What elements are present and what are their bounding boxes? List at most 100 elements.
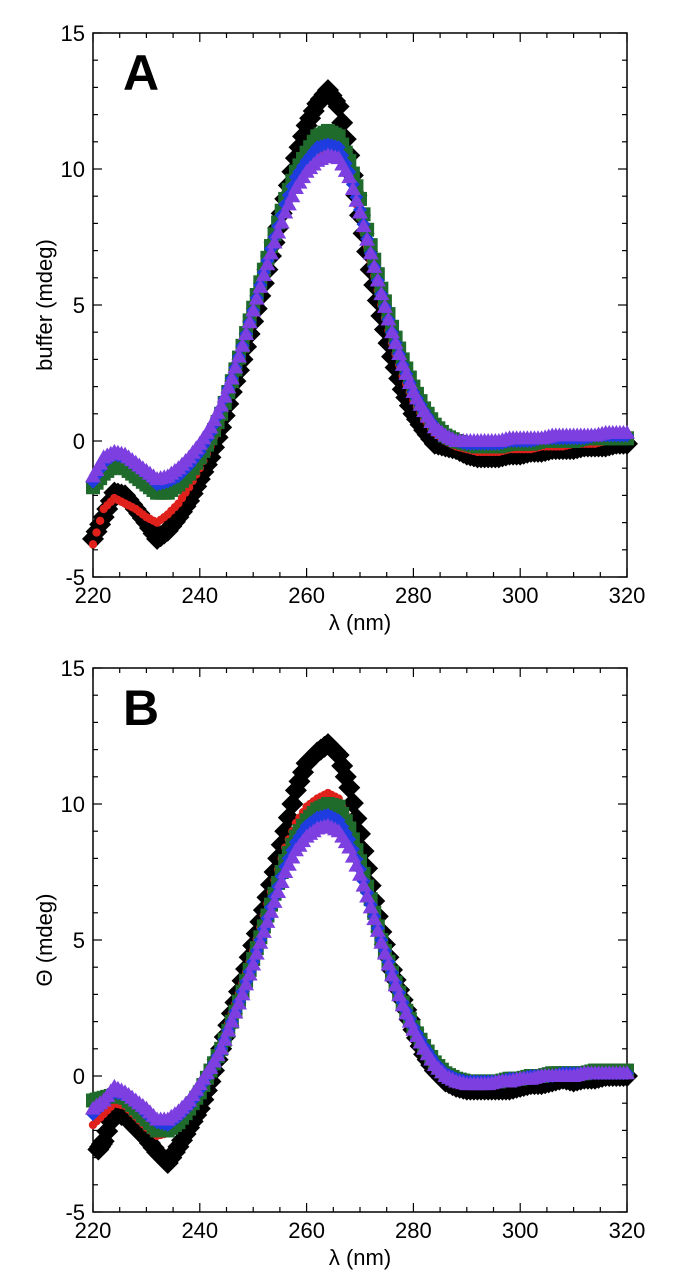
- y-tick-label: 15: [61, 656, 85, 681]
- x-tick-label: 320: [609, 1218, 646, 1243]
- data-point: [284, 849, 301, 864]
- axis-ticks: [92, 32, 628, 578]
- y-axis-label: Θ (mdeg): [32, 894, 57, 987]
- data-point: [95, 516, 105, 525]
- y-tick-label: 5: [73, 293, 85, 318]
- data-point: [362, 899, 379, 914]
- data-point: [366, 258, 383, 273]
- data-point: [270, 224, 287, 239]
- data-point: [241, 314, 258, 329]
- x-tick-label: 240: [181, 1218, 218, 1243]
- data-point: [255, 923, 272, 938]
- y-tick-label: 10: [61, 157, 85, 182]
- data-point: [344, 180, 361, 195]
- data-point: [230, 995, 247, 1010]
- tick-labels: 220 240 260 280 300 320 -5 0 5 10 15: [61, 21, 646, 608]
- data-point: [387, 977, 404, 992]
- data-point: [277, 864, 294, 878]
- data-point: [213, 397, 230, 412]
- data-point: [202, 419, 219, 434]
- x-tick-label: 320: [609, 583, 646, 608]
- data-point: [277, 204, 294, 219]
- data-point: [273, 214, 290, 229]
- data-point: [227, 359, 244, 374]
- data-point: [234, 337, 251, 352]
- data-point: [338, 776, 361, 799]
- data-point: [280, 856, 297, 871]
- data-point: [223, 370, 240, 385]
- y-tick-label: -5: [65, 1200, 85, 1225]
- x-tick-label: 300: [502, 1218, 539, 1243]
- series-4: [85, 817, 635, 1126]
- data-point: [348, 192, 365, 207]
- y-tick-label: -5: [65, 565, 85, 590]
- data-point: [92, 528, 101, 537]
- data-point: [373, 286, 390, 301]
- data-point: [327, 95, 350, 118]
- data-point: [266, 234, 283, 249]
- panel-a: 220 240 260 280 300 320 -5 0 5 10 15 A λ (nm) buff…: [32, 21, 645, 635]
- data-point: [252, 278, 269, 293]
- data-point: [384, 324, 401, 339]
- data-marks: [82, 79, 638, 550]
- data-point: [373, 934, 390, 949]
- y-tick-label: 15: [61, 21, 85, 46]
- y-tick-label: 5: [73, 928, 85, 953]
- data-point: [223, 1013, 240, 1028]
- data-point: [352, 866, 368, 881]
- tick-labels: 220 240 260 280 300 320 -5 0 5 10 15: [61, 656, 646, 1243]
- data-point: [227, 1004, 244, 1019]
- data-point: [245, 302, 262, 317]
- y-tick-label: 10: [61, 792, 85, 817]
- data-point: [263, 245, 279, 260]
- data-point: [619, 1065, 635, 1080]
- data-point: [234, 986, 251, 1001]
- axis-ticks: [92, 667, 628, 1213]
- data-point: [245, 956, 262, 971]
- data-point: [366, 911, 383, 926]
- data-point: [252, 934, 269, 949]
- data-point: [88, 540, 98, 549]
- x-tick-label: 260: [288, 1218, 325, 1243]
- data-point: [387, 335, 404, 350]
- x-tick-label: 280: [395, 583, 432, 608]
- data-point: [341, 169, 358, 184]
- data-point: [355, 877, 372, 892]
- data-point: [216, 1031, 233, 1046]
- data-point: [391, 345, 408, 360]
- data-point: [359, 231, 376, 246]
- data-point: [206, 412, 223, 427]
- x-tick-label: 220: [75, 1218, 112, 1243]
- x-tick-label: 280: [395, 1218, 432, 1243]
- data-point: [266, 893, 283, 908]
- data-point: [220, 379, 237, 394]
- data-marks: [85, 733, 638, 1175]
- data-point: [380, 956, 397, 971]
- panel-b: 220 240 260 280 300 320 -5 0 5 10 15 B λ (nm) Θ (m…: [32, 656, 645, 1270]
- data-point: [376, 945, 393, 960]
- data-point: [238, 976, 255, 991]
- data-point: [263, 903, 279, 918]
- data-point: [238, 326, 255, 341]
- y-axis-label: buffer (mdeg): [32, 239, 57, 371]
- data-point: [241, 966, 258, 981]
- data-point: [216, 388, 233, 403]
- data-point: [369, 922, 386, 937]
- data-point: [259, 913, 276, 928]
- data-point: [213, 1040, 230, 1055]
- x-axis-label: λ (nm): [329, 1245, 391, 1270]
- x-tick-label: 220: [75, 583, 112, 608]
- data-point: [259, 256, 276, 271]
- data-point: [391, 987, 408, 1002]
- data-point: [359, 888, 376, 903]
- data-point: [384, 967, 401, 982]
- data-point: [270, 883, 287, 898]
- data-point: [355, 218, 372, 233]
- x-axis-label: λ (nm): [329, 610, 391, 635]
- data-point: [280, 196, 297, 211]
- data-point: [248, 290, 265, 305]
- x-tick-label: 240: [181, 583, 218, 608]
- x-tick-label: 260: [288, 583, 325, 608]
- y-tick-label: 0: [73, 1064, 85, 1089]
